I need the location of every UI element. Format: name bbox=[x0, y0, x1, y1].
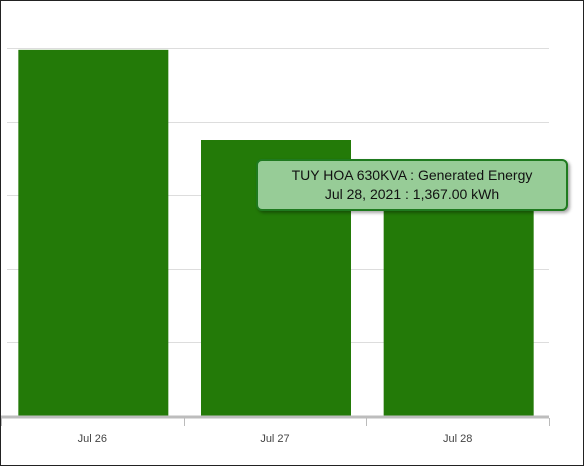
bars bbox=[18, 49, 534, 417]
x-tick-label: Jul 28 bbox=[443, 433, 472, 445]
x-tick-label: Jul 27 bbox=[260, 433, 289, 445]
tooltip-title: TUY HOA 630KVA : Generated Energy bbox=[291, 167, 533, 183]
bar[interactable] bbox=[18, 49, 169, 417]
tooltip: TUY HOA 630KVA : Generated Energy Jul 28… bbox=[256, 159, 568, 211]
x-axis: Jul 26 Jul 27 Jul 28 bbox=[1, 415, 550, 445]
x-tick-label: Jul 26 bbox=[78, 433, 107, 445]
tooltip-value: Jul 28, 2021 : 1,367.00 kWh bbox=[324, 186, 500, 202]
